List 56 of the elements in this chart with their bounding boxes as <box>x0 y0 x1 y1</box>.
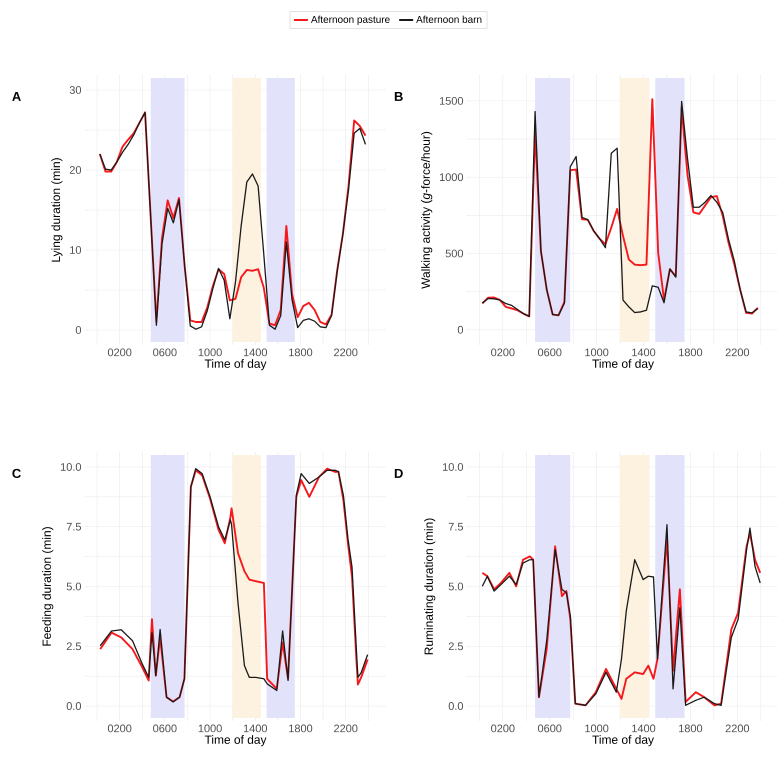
text: C <box>12 468 21 478</box>
y-tick-label: 7.5 <box>66 522 82 531</box>
x-tick-label: 2200 <box>334 348 358 356</box>
x-tick-label: 0200 <box>491 348 515 356</box>
y-tick-label: 1500 <box>440 97 464 105</box>
y-tick-label: 10.0 <box>60 463 82 471</box>
x-tick-label: 1400 <box>632 724 656 732</box>
x-tick-label: 1400 <box>244 348 268 356</box>
y-tick-label: 0 <box>458 326 464 334</box>
x-tick-label: 0600 <box>538 724 562 732</box>
x-axis-title: Time of day <box>592 735 654 746</box>
x-tick-label: 1800 <box>289 724 312 732</box>
y-tick-label: 7.5 <box>448 522 464 531</box>
y-axis-title: Walking activity (g-force/hour) <box>421 132 432 289</box>
x-tick-label: 0200 <box>108 348 132 356</box>
text: B <box>394 92 403 101</box>
y-tick-label: 2.5 <box>66 642 82 650</box>
y-tick-label: 2.5 <box>448 642 464 650</box>
text: A <box>12 92 21 101</box>
y-axis-title: Ruminating duration (min) <box>424 518 436 654</box>
x-tick-label: 1000 <box>198 724 222 732</box>
y-tick-label: 0.0 <box>66 702 82 710</box>
y-tick-label: 5.0 <box>66 582 82 590</box>
x-tick-label: 1000 <box>198 348 222 356</box>
y-tick-label: 10.0 <box>442 463 464 471</box>
x-axis-title: Time of day <box>592 359 654 370</box>
x-tick-label: 1000 <box>585 724 608 732</box>
x-tick-label: 0200 <box>108 724 132 732</box>
x-axis-title: Time of day <box>204 359 266 370</box>
x-tick-label: 1000 <box>585 348 608 356</box>
y-tick-label: 10 <box>70 246 82 254</box>
y-tick-label: 20 <box>70 166 82 174</box>
y-tick-label: 500 <box>446 250 464 258</box>
y-tick-label: 0.0 <box>448 702 464 710</box>
legend-label: Afternoon pasture <box>310 16 390 25</box>
x-tick-label: 2200 <box>726 348 750 356</box>
y-tick-label: 0 <box>76 326 82 334</box>
x-tick-label: 0600 <box>153 348 177 356</box>
x-tick-label: 1800 <box>289 348 312 356</box>
y-tick-label: 30 <box>70 86 82 94</box>
x-axis-title: Time of day <box>204 735 266 746</box>
x-tick-label: 1400 <box>632 348 656 356</box>
legend-label: Afternoon barn <box>416 16 482 23</box>
x-tick-label: 1800 <box>679 724 702 732</box>
x-tick-label: 0600 <box>153 724 177 732</box>
y-axis-title: Lying duration (min) <box>51 158 62 262</box>
y-tick-label: 5.0 <box>448 582 464 590</box>
y-tick-label: 1000 <box>440 173 464 182</box>
y-axis-title: Feeding duration (min) <box>42 527 54 646</box>
x-tick-label: 2200 <box>726 724 750 732</box>
x-tick-label: 1800 <box>679 348 702 356</box>
x-tick-label: 0200 <box>491 724 515 732</box>
x-tick-label: 1400 <box>244 724 268 732</box>
x-tick-label: 0600 <box>538 348 562 356</box>
x-tick-label: 2200 <box>334 724 358 732</box>
text: D <box>394 468 403 478</box>
